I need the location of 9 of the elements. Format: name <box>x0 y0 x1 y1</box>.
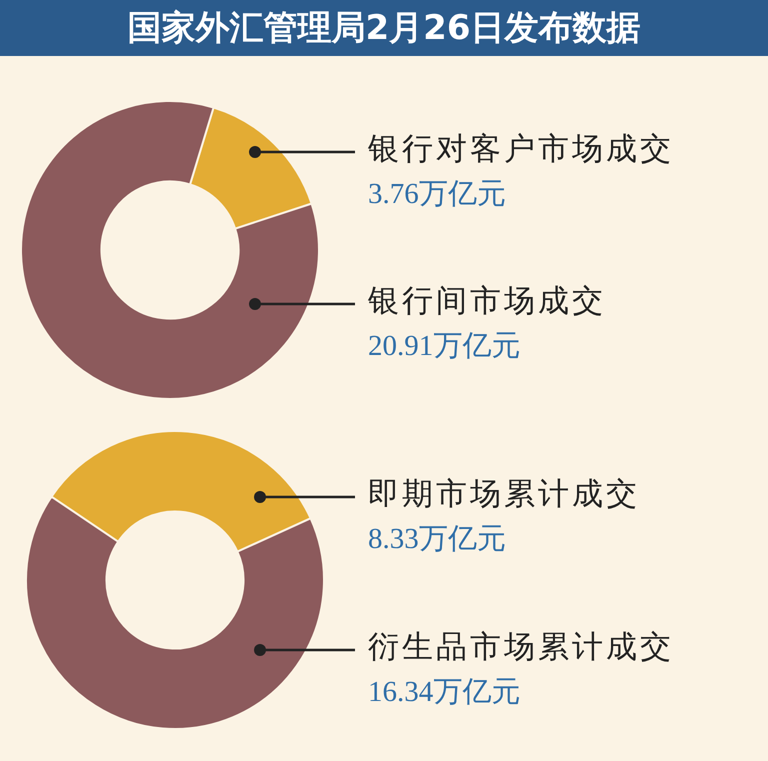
data-label: 20.91万亿元 <box>368 329 522 364</box>
slice-label: 即期市场累计成交 <box>368 475 640 513</box>
data-label: 3.76万亿元 <box>368 177 507 212</box>
slice-label: 银行对客户市场成交 <box>368 130 674 168</box>
data-label: 16.34万亿元 <box>368 675 522 710</box>
slice-label: 银行间市场成交 <box>368 282 606 320</box>
slice-label: 衍生品市场累计成交 <box>368 628 674 666</box>
data-label: 8.33万亿元 <box>368 522 507 557</box>
chart-title: 国家外汇管理局2月26日发布数据 <box>0 0 768 56</box>
